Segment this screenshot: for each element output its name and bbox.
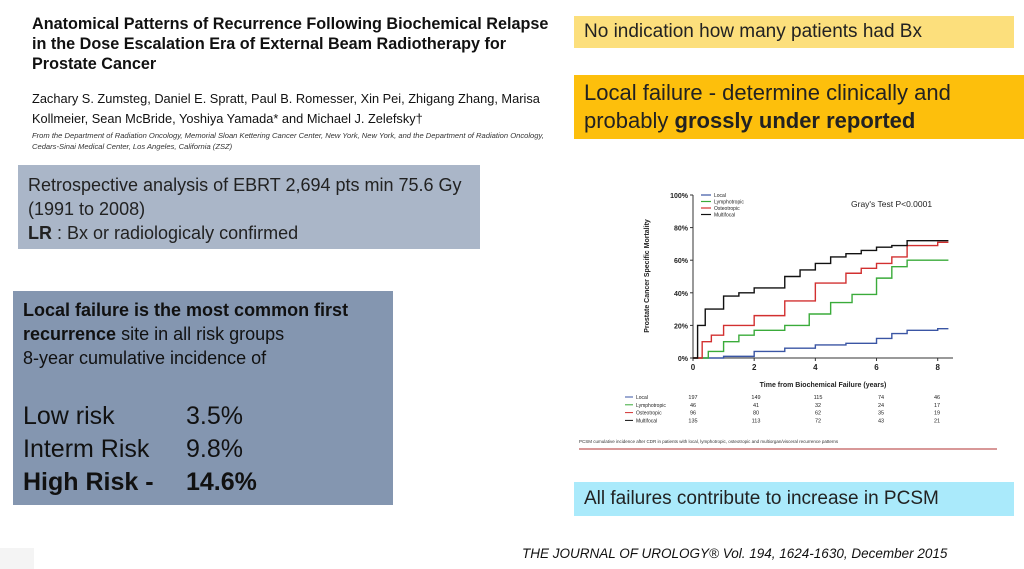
risk-table-value: 35 — [878, 411, 884, 417]
y-tick-label: 80% — [674, 226, 689, 233]
risk-table-value: 113 — [752, 418, 761, 424]
risk-table-value: 149 — [751, 395, 760, 401]
risk-table-value: 41 — [753, 403, 759, 409]
risk-table-value: 32 — [815, 403, 821, 409]
y-tick-label: 0% — [678, 356, 689, 363]
risk-table-value: 72 — [815, 418, 821, 424]
risk-label: Low risk — [23, 402, 115, 430]
series-line-osteotropic — [693, 241, 949, 359]
x-tick-label: 6 — [874, 363, 879, 372]
risk-table-value: 197 — [688, 395, 697, 401]
risk-row-high: High Risk - 14.6% — [23, 466, 383, 499]
risk-table-value: 74 — [878, 395, 884, 401]
x-tick-label: 2 — [752, 363, 757, 372]
slide-corner-mark — [0, 548, 34, 569]
local-failure-box: Local failure is the most common first r… — [13, 291, 393, 505]
x-tick-label: 0 — [691, 363, 696, 372]
legend-label-osteotropic: Osteotropic — [714, 206, 740, 212]
risk-label: High Risk - — [23, 468, 154, 496]
risk-label: Interm Risk — [23, 435, 150, 463]
y-tick-label: 40% — [674, 291, 689, 298]
retrospective-analysis-box: Retrospective analysis of EBRT 2,694 pts… — [18, 165, 480, 249]
series-line-local — [693, 327, 949, 359]
chart-caption: PCSM cumulative incidence after CDR in p… — [579, 439, 839, 444]
cumulative-incidence-label: 8-year cumulative incidence of — [23, 348, 267, 368]
y-axis-label: Prostate Cancer Specific Mortality — [644, 219, 651, 333]
risk-value: 3.5% — [186, 402, 243, 430]
local-failure-note-text: Local failure - determine clinically and… — [584, 80, 951, 133]
x-axis-label: Time from Biochemical Failure (years) — [760, 382, 887, 389]
risk-row-low: Low risk 3.5% — [23, 400, 383, 433]
risk-table-label-local: Local — [636, 395, 648, 401]
y-tick-label: 100% — [670, 193, 689, 200]
x-tick-label: 4 — [813, 363, 818, 372]
risk-table-value: 21 — [934, 418, 940, 424]
legend-label-lymphotropic: Lymphotropic — [714, 200, 744, 206]
risk-value: 14.6% — [186, 468, 257, 496]
risk-value: 9.8% — [186, 435, 243, 463]
journal-citation: THE JOURNAL OF UROLOGY® Vol. 194, 1624-1… — [522, 546, 948, 561]
risk-table-value: 115 — [814, 395, 823, 401]
risk-table-value: 19 — [934, 411, 940, 417]
risk-table-label-multifocal: Multifocal — [636, 418, 657, 424]
paper-affiliation: From the Department of Radiation Oncolog… — [32, 131, 544, 151]
legend-label-local: Local — [714, 193, 726, 199]
x-tick-label: 8 — [935, 363, 940, 372]
series-line-multifocal — [693, 239, 949, 359]
risk-table-value: 96 — [690, 411, 696, 417]
risk-table-value: 43 — [878, 418, 884, 424]
risk-table-value: 46 — [934, 395, 940, 401]
risk-table-label-osteotropic: Osteotropic — [636, 411, 662, 417]
paper-title: Anatomical Patterns of Recurrence Follow… — [32, 15, 549, 73]
grays-test-annotation: Gray's Test P<0.0001 — [851, 199, 932, 209]
risk-table-value: 62 — [815, 411, 821, 417]
risk-table-value: 80 — [753, 411, 759, 417]
risk-row-intermediate: Interm Risk 9.8% — [23, 433, 383, 466]
all-failures-note: All failures contribute to increase in P… — [574, 482, 1014, 516]
risk-table-label-lymphotropic: Lymphotropic — [636, 403, 666, 409]
lr-definition: LR : Bx or radiologicaly confirmed — [28, 221, 470, 245]
risk-table-value: 17 — [934, 403, 940, 409]
legend-label-multifocal: Multifocal — [714, 213, 735, 219]
y-tick-label: 20% — [674, 323, 689, 330]
risk-list: Low risk 3.5% Interm Risk 9.8% High Risk -… — [23, 400, 383, 499]
lr-text: : Bx or radiologicaly confirmed — [52, 223, 299, 243]
local-failure-note-bold: grossly under reported — [674, 108, 916, 133]
risk-table-value: 46 — [690, 403, 696, 409]
local-failure-note: Local failure - determine clinically and… — [574, 75, 1024, 139]
lr-label: LR — [28, 223, 52, 243]
retrospective-text: Retrospective analysis of EBRT 2,694 pts… — [28, 175, 462, 219]
local-failure-bold: Local failure is the most common first r… — [23, 300, 349, 344]
y-tick-label: 60% — [674, 258, 689, 265]
risk-table-value: 24 — [878, 403, 884, 409]
local-failure-rest: site in all risk groups — [116, 324, 285, 344]
risk-table-value: 135 — [688, 418, 697, 424]
series-line-lymphotropic — [693, 259, 949, 359]
no-indication-note: No indication how many patients had Bx — [574, 16, 1014, 48]
paper-authors: Zachary S. Zumsteg, Daniel E. Spratt, Pa… — [32, 91, 540, 126]
local-failure-lead: Local failure is the most common first r… — [23, 298, 383, 346]
